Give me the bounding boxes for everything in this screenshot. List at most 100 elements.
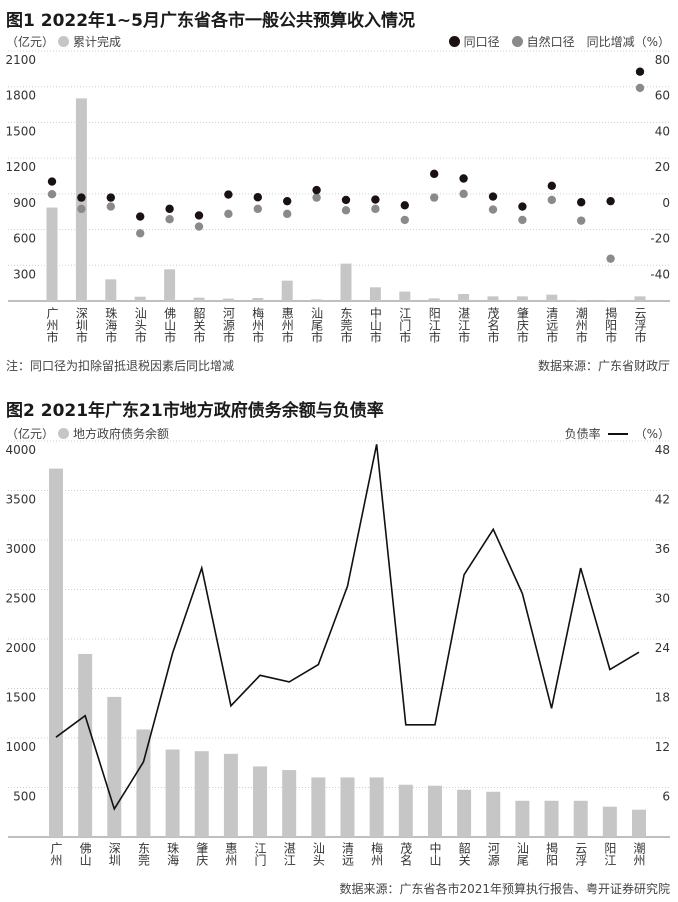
x-axis-category-label: 梅州 xyxy=(370,841,384,866)
right-axis-tick-label: 40 xyxy=(655,124,670,138)
right-axis-tick-label: 36 xyxy=(655,542,670,556)
chart2-right-legend: 负债率 （%） xyxy=(565,425,670,442)
left-axis-tick-label: 2000 xyxy=(5,641,36,655)
right-axis-tick-label: 18 xyxy=(655,691,670,705)
x-axis-category-label: 佛山市 xyxy=(163,307,177,343)
left-axis-tick-label: 900 xyxy=(13,196,36,210)
bar xyxy=(194,751,209,837)
bar xyxy=(340,777,355,837)
left-axis-tick-label: 1500 xyxy=(5,124,36,138)
x-axis-category-label: 惠州 xyxy=(224,842,238,866)
same-caliber-dot xyxy=(283,196,292,206)
debt-ratio-line xyxy=(55,444,640,811)
bar xyxy=(222,298,234,301)
x-axis-category-label: 肇庆 xyxy=(195,841,209,866)
x-axis-category-label: 云浮市 xyxy=(633,307,647,343)
chart1-right-legend: 同口径 自然口径 同比增减（%） xyxy=(448,33,670,50)
x-axis-category-label: 潮州市 xyxy=(574,306,588,343)
natural-caliber-dot-icon xyxy=(511,36,523,47)
chart1-note: 注：同口径为扣除留抵退税因素后同比增减 xyxy=(6,359,235,373)
bar xyxy=(107,696,122,837)
bar xyxy=(164,269,176,301)
x-axis-category-label: 茂名 xyxy=(399,842,413,866)
bar xyxy=(605,300,617,301)
same-caliber-dot xyxy=(136,212,145,221)
x-axis-category-label: 韶关 xyxy=(457,841,471,866)
same-caliber-dot xyxy=(341,195,351,205)
legend-debt-label: 地方政府债务余额 xyxy=(73,427,170,441)
bar xyxy=(78,653,93,837)
bar xyxy=(134,296,146,301)
x-axis-category-label: 清远 xyxy=(341,842,355,866)
natural-caliber-dot xyxy=(400,215,409,225)
x-axis-category-label: 广州 xyxy=(49,842,63,866)
x-axis-category-label: 清远市 xyxy=(545,307,559,343)
chart1-source: 数据来源：广东省财政厅 xyxy=(537,359,670,373)
x-axis-category-label: 湛江市 xyxy=(457,307,471,343)
natural-caliber-dot xyxy=(224,209,233,219)
x-axis-category-label: 肇庆市 xyxy=(515,306,529,343)
bar xyxy=(428,298,440,301)
debt-bar-legend-icon xyxy=(58,428,70,439)
bar xyxy=(340,263,352,301)
right-axis-tick-label: 0 xyxy=(662,196,670,210)
same-caliber-dot xyxy=(371,195,380,204)
x-axis-category-label: 中山市 xyxy=(368,306,382,343)
left-axis-tick-label: 300 xyxy=(13,267,36,281)
line-legend-icon xyxy=(607,432,628,435)
right-axis-tick-label: 12 xyxy=(655,740,670,754)
left-axis-tick-label: 2100 xyxy=(5,53,36,67)
bar xyxy=(398,784,413,837)
chart2-left-unit: （亿元） xyxy=(6,427,55,441)
bar xyxy=(399,291,411,301)
x-axis-category-label: 珠海 xyxy=(166,842,180,866)
chart1-left-legend: （亿元） 累计完成 xyxy=(6,33,121,50)
same-caliber-dot xyxy=(77,193,86,202)
same-caliber-dot xyxy=(430,169,439,179)
x-axis-category-label: 江门市 xyxy=(398,307,412,343)
x-axis-category-label: 汕尾市 xyxy=(310,307,324,343)
x-axis-category-label: 河源市 xyxy=(221,307,235,343)
legend-ratio-label: 负债率 xyxy=(564,427,601,441)
same-caliber-dot xyxy=(635,67,645,76)
left-axis-tick-label: 1800 xyxy=(5,89,36,103)
chart2-title: 图2 2021年广东21市地方政府债务余额与负债率 xyxy=(6,401,384,421)
same-caliber-dot xyxy=(488,192,498,201)
bar xyxy=(369,777,384,837)
bar xyxy=(573,800,588,837)
right-axis-tick-label: -40 xyxy=(650,267,670,281)
natural-caliber-dot xyxy=(47,190,57,199)
bar xyxy=(136,729,151,837)
x-axis-category-label: 东莞 xyxy=(136,842,150,867)
x-axis-category-label: 汕头 xyxy=(311,842,325,866)
left-axis-tick-label: 600 xyxy=(13,232,36,246)
same-caliber-dot xyxy=(253,193,262,202)
same-caliber-dot xyxy=(606,196,615,206)
natural-caliber-dot xyxy=(635,83,645,93)
bar xyxy=(457,789,472,837)
bar xyxy=(253,766,268,837)
x-axis-category-label: 潮州 xyxy=(632,841,646,866)
bar xyxy=(281,280,293,301)
same-caliber-dot xyxy=(577,198,586,207)
chart2-left-legend: （亿元） 地方政府债务余额 xyxy=(6,425,169,442)
bar xyxy=(458,293,470,301)
left-axis-tick-label: 1200 xyxy=(5,160,36,174)
x-axis-category-label: 揭阳 xyxy=(545,841,559,866)
x-axis-category-label: 汕尾 xyxy=(515,842,529,866)
natural-caliber-dot xyxy=(488,205,498,214)
right-axis-tick-label: 6 xyxy=(662,790,670,804)
same-caliber-dot xyxy=(547,181,556,191)
chart1-right-unit: 同比增减（%） xyxy=(586,35,670,49)
bar xyxy=(546,294,558,301)
x-axis-category-label: 梅州市 xyxy=(251,306,265,343)
x-axis-category-label: 江门 xyxy=(253,842,267,866)
left-axis-tick-label: 1500 xyxy=(5,691,36,705)
bar xyxy=(105,279,117,301)
right-axis-tick-label: 24 xyxy=(655,641,670,655)
x-axis-category-label: 惠州市 xyxy=(280,307,294,343)
bar xyxy=(634,296,646,301)
right-axis-tick-label: 80 xyxy=(655,53,670,67)
natural-caliber-dot xyxy=(283,209,292,219)
